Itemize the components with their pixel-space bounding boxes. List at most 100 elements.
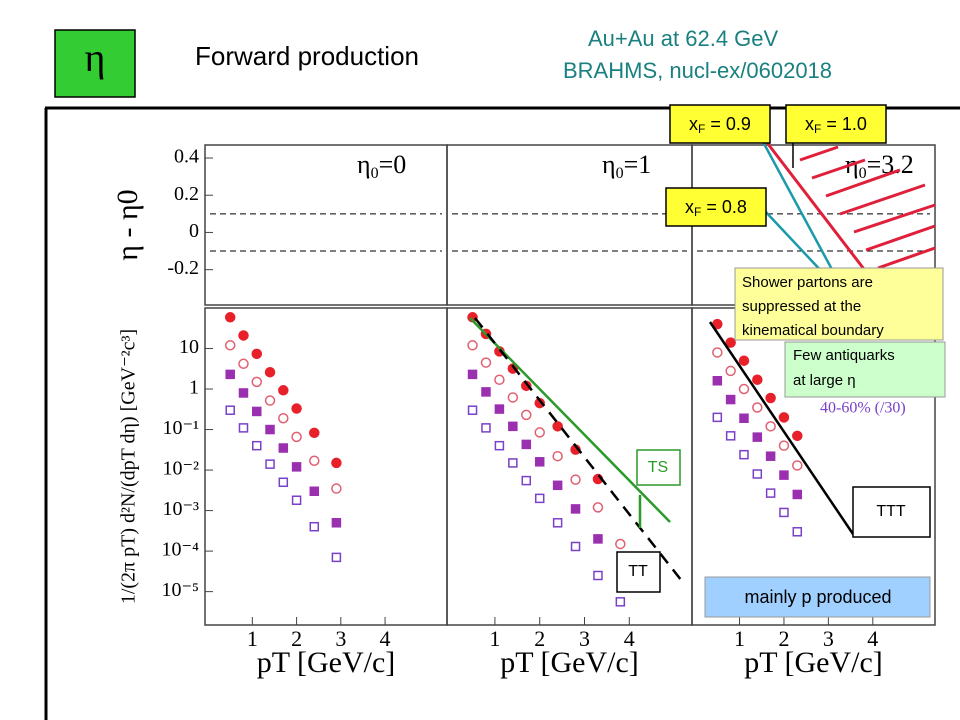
data-point [778, 440, 790, 451]
y-tick-label: 10⁻⁵ [161, 579, 199, 601]
annotation-sub: 0 [371, 165, 379, 182]
xf-box [665, 187, 767, 227]
data-point [779, 470, 789, 480]
data-point [278, 477, 289, 488]
annotation-sub: 0 [616, 165, 624, 182]
y-tick-label: 10⁻³ [162, 498, 199, 520]
xf-lines [760, 139, 837, 276]
data-point [224, 312, 236, 323]
data-point [752, 374, 763, 385]
data-point [534, 493, 545, 504]
x-tick-label: 3 [579, 626, 590, 651]
data-point [738, 383, 750, 395]
slide-title: Forward production [195, 41, 419, 71]
note-box [616, 551, 661, 593]
xf-label: xF = 1.0 [805, 114, 867, 136]
note: TT [628, 563, 648, 580]
note: kinematical boundary [742, 322, 884, 339]
note: mainly p produced [744, 587, 891, 607]
note-box [784, 341, 946, 398]
data-point [552, 421, 563, 432]
data-point [752, 402, 763, 413]
y-axis-label: η - η0 [111, 189, 144, 260]
data-point [725, 337, 736, 348]
x-tick-label: 1 [734, 626, 745, 651]
x-tick-label: 3 [823, 626, 834, 651]
x-tick-label: 2 [534, 626, 545, 651]
x-tick-label: 4 [867, 626, 878, 651]
data-point [265, 424, 275, 435]
data-point [592, 502, 604, 513]
xf-var: x [805, 114, 814, 134]
data-point [765, 451, 776, 461]
annotation-text: =0 [379, 150, 407, 179]
data-point [467, 405, 478, 415]
symbol-box [54, 29, 136, 98]
data-point [291, 403, 302, 414]
data-point [739, 413, 749, 424]
y-tick-label: 10 [179, 336, 199, 358]
data-point [521, 409, 532, 421]
data-point [238, 423, 249, 433]
data-point [264, 395, 276, 406]
data-point [521, 439, 532, 450]
data-point [309, 486, 320, 497]
ts-line [469, 317, 671, 523]
data-point [252, 440, 262, 451]
data-point [752, 469, 763, 479]
data-point [251, 348, 263, 360]
note: TS [648, 459, 668, 476]
data-point [615, 538, 626, 550]
data-point [792, 460, 803, 471]
xf-sub: F [698, 122, 705, 136]
kinematic-limit [763, 139, 936, 291]
y-tick-label: 10⁻⁴ [161, 539, 199, 561]
xf-text: = 1.0 [821, 114, 867, 134]
notes: Shower partons are suppressed at the kin… [616, 267, 946, 618]
data-point [278, 443, 289, 453]
y-tick-label: 1 [189, 377, 199, 399]
data-point [725, 394, 736, 405]
xf-sub: F [694, 205, 701, 219]
xf-box [669, 104, 771, 144]
tt-line [474, 317, 686, 586]
x-tick-label: 3 [335, 626, 346, 651]
note: at large η [793, 372, 856, 389]
data-point [291, 431, 302, 443]
xf-text: = 0.9 [705, 114, 751, 134]
x-axis-label: pT [GeV/c] [744, 646, 883, 679]
data-point [570, 541, 581, 552]
data-point [331, 457, 342, 469]
xf-box [785, 104, 887, 144]
panel-annotation: η0=0 [357, 150, 406, 182]
xf-var: x [685, 197, 694, 217]
data-point [467, 369, 478, 380]
data-point [494, 440, 505, 451]
x-axis-label: pT [GeV/c] [500, 646, 639, 679]
data-point [593, 570, 603, 581]
annotation-base: η [602, 150, 616, 179]
data-point [725, 365, 736, 377]
data-point [238, 358, 249, 370]
xf-text: = 0.8 [701, 197, 747, 217]
x-tick-label: 4 [624, 626, 635, 651]
data-point [224, 340, 236, 351]
x-tick-label: 2 [778, 626, 789, 651]
xf-sub: F [814, 122, 821, 136]
data-point [778, 412, 790, 423]
data-point [570, 504, 581, 514]
x-tick-label: 2 [291, 626, 302, 651]
data-point [291, 495, 302, 505]
data-point [738, 355, 750, 366]
symbol: η [85, 35, 106, 80]
data-point [238, 330, 249, 341]
y-tick-label: 0.2 [174, 183, 199, 205]
data-point [712, 347, 723, 358]
data-point [264, 366, 276, 378]
data-point [481, 387, 491, 397]
data-point [752, 432, 763, 442]
data-point [265, 459, 275, 469]
legend-text: 40-60% (/30) [820, 400, 906, 417]
xf-labels: xF = 0.9 xF = 1.0xF = 0.8 [665, 104, 887, 227]
data-point [521, 475, 532, 486]
